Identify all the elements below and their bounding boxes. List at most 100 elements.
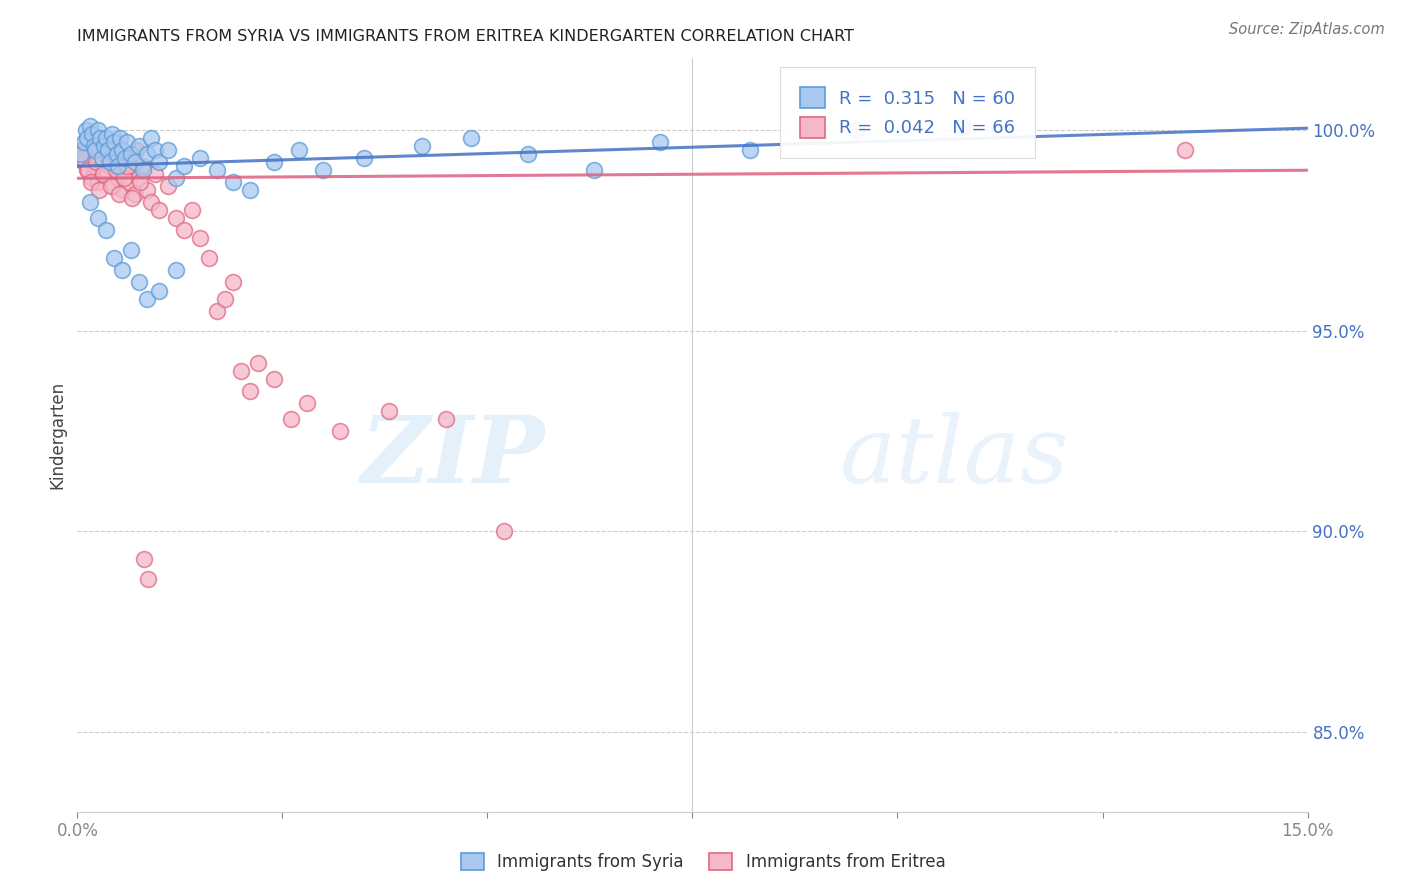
Point: [165, 171, 187, 186]
Point: [165, 211, 187, 226]
Point: [312, 163, 335, 178]
Point: [94, 131, 117, 145]
Point: [517, 147, 540, 161]
Point: [104, 163, 127, 178]
Point: [197, 252, 219, 266]
Point: [128, 175, 150, 189]
Point: [214, 292, 236, 306]
Point: [112, 171, 135, 186]
Point: [75, 123, 97, 137]
Point: [72, 151, 94, 165]
Point: [136, 147, 159, 161]
Point: [84, 159, 107, 173]
Point: [128, 139, 150, 153]
Point: [648, 135, 671, 149]
Point: [148, 284, 170, 298]
Point: [295, 396, 318, 410]
Point: [80, 175, 103, 189]
Point: [73, 155, 96, 169]
Legend: Immigrants from Syria, Immigrants from Eritrea: Immigrants from Syria, Immigrants from E…: [453, 845, 953, 880]
Point: [181, 203, 204, 218]
Point: [148, 155, 170, 169]
Point: [173, 159, 195, 173]
Text: atlas: atlas: [841, 412, 1070, 502]
Point: [90, 155, 114, 169]
Point: [117, 159, 139, 173]
Point: [121, 191, 143, 205]
Point: [82, 171, 104, 186]
Point: [124, 155, 146, 169]
Point: [136, 183, 159, 197]
Point: [143, 167, 166, 181]
Point: [83, 151, 105, 165]
Point: [141, 195, 163, 210]
Point: [96, 167, 118, 181]
Point: [246, 356, 269, 370]
Point: [87, 123, 110, 137]
Point: [460, 131, 482, 145]
Point: [132, 163, 155, 178]
Point: [90, 151, 114, 165]
Point: [111, 143, 134, 157]
Point: [79, 195, 101, 210]
Point: [205, 163, 228, 178]
Point: [156, 143, 179, 157]
Point: [222, 276, 245, 290]
Text: Source: ZipAtlas.com: Source: ZipAtlas.com: [1229, 22, 1385, 37]
Point: [108, 131, 131, 145]
Point: [280, 412, 302, 426]
Point: [120, 147, 142, 161]
Point: [107, 171, 129, 186]
Text: IMMIGRANTS FROM SYRIA VS IMMIGRANTS FROM ERITREA KINDERGARTEN CORRELATION CHART: IMMIGRANTS FROM SYRIA VS IMMIGRANTS FROM…: [77, 29, 855, 45]
Point: [411, 139, 433, 153]
Point: [97, 143, 120, 157]
Point: [103, 252, 125, 266]
Point: [239, 183, 262, 197]
Point: [845, 123, 868, 137]
Point: [378, 404, 401, 418]
Point: [111, 263, 134, 277]
Point: [105, 147, 128, 161]
Point: [101, 179, 124, 194]
Point: [188, 151, 212, 165]
Point: [77, 163, 100, 178]
Point: [87, 211, 110, 226]
Point: [76, 163, 98, 178]
Point: [89, 183, 111, 197]
Point: [583, 163, 606, 178]
Point: [114, 151, 136, 165]
Point: [136, 292, 159, 306]
Point: [70, 147, 93, 161]
Point: [110, 163, 132, 178]
Point: [84, 143, 107, 157]
Point: [93, 139, 115, 153]
Y-axis label: Kindergarten: Kindergarten: [48, 381, 66, 489]
Point: [132, 552, 155, 566]
Point: [738, 143, 761, 157]
Point: [329, 424, 352, 438]
Point: [103, 135, 125, 149]
Legend: R =  0.315   N = 60, R =  0.042   N = 66: R = 0.315 N = 60, R = 0.042 N = 66: [787, 75, 1028, 151]
Point: [173, 223, 195, 237]
Point: [84, 155, 107, 169]
Point: [353, 151, 375, 165]
Point: [93, 147, 115, 161]
Point: [97, 151, 120, 165]
Point: [98, 159, 121, 173]
Point: [128, 171, 150, 186]
Point: [148, 203, 170, 218]
Point: [89, 131, 111, 145]
Point: [115, 155, 138, 169]
Point: [79, 119, 101, 133]
Point: [75, 139, 97, 153]
Point: [136, 572, 159, 586]
Point: [156, 179, 179, 194]
Point: [112, 183, 135, 197]
Point: [70, 143, 93, 157]
Point: [118, 175, 141, 189]
Point: [83, 139, 105, 153]
Point: [239, 384, 262, 398]
Point: [124, 143, 146, 157]
Point: [91, 167, 114, 181]
Point: [121, 163, 143, 178]
